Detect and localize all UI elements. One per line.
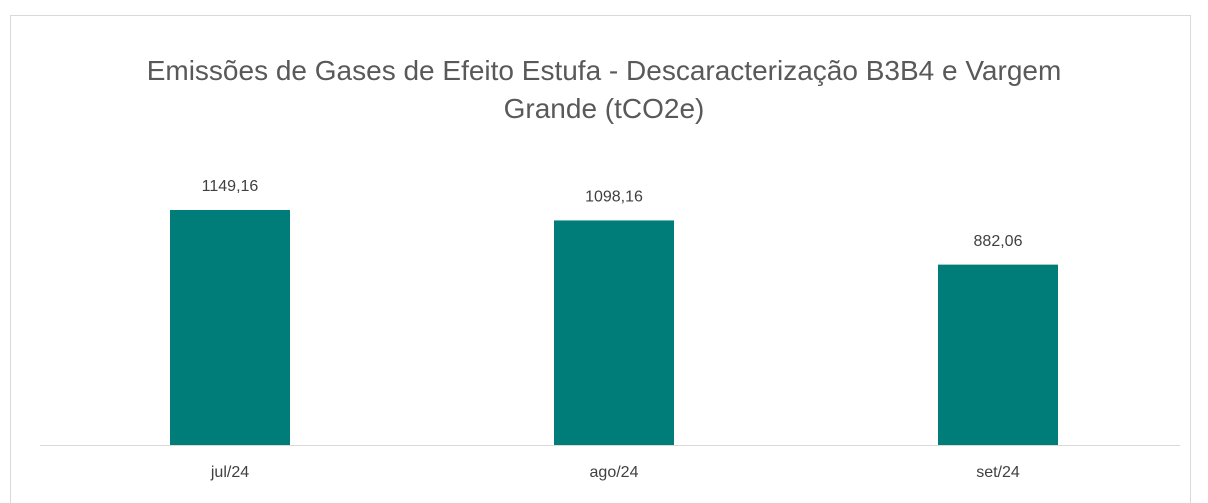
chart-title: Emissões de Gases de Efeito Estufa - Des… [146,55,1062,124]
data-label: 882,06 [974,233,1023,250]
x-tick-label: ago/24 [590,464,639,481]
data-label: 1149,16 [202,178,259,195]
bar [554,220,674,445]
data-label: 1098,16 [585,189,643,206]
bar [170,210,290,445]
x-tick-label: jul/24 [210,464,249,481]
bar [938,264,1058,445]
x-tick-label: set/24 [976,464,1020,481]
